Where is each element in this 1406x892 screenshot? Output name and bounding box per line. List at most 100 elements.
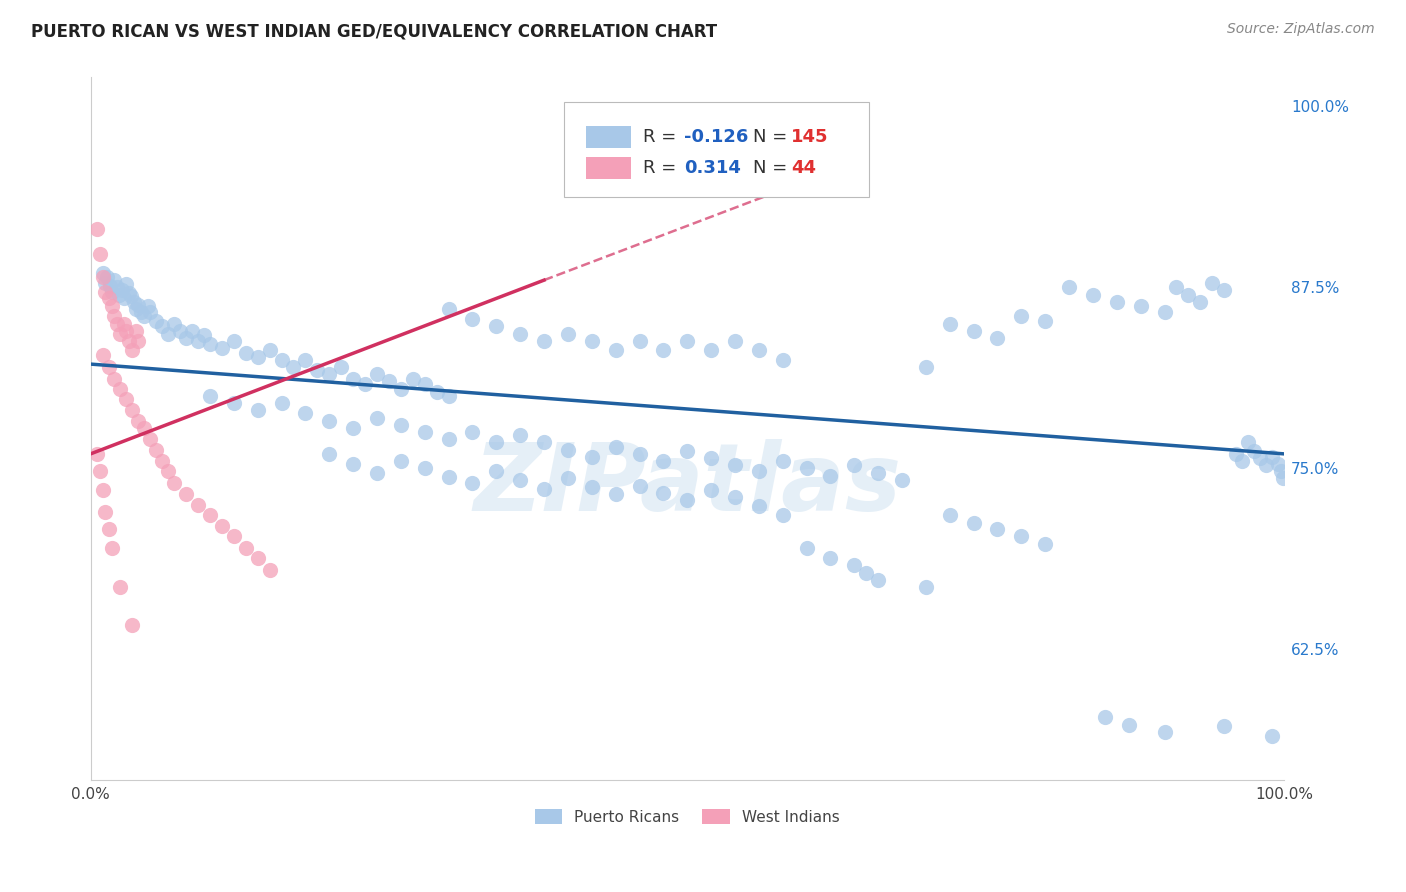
Point: [181, 324, 204, 338]
Point: [389, 454, 412, 468]
Point: [163, 475, 186, 490]
Point: [105, 280, 128, 294]
Point: [174, 487, 197, 501]
Point: [112, 317, 135, 331]
Point: [101, 541, 124, 555]
Point: [246, 350, 269, 364]
Point: [820, 551, 842, 566]
Point: [259, 563, 281, 577]
Point: [772, 454, 794, 468]
Point: [198, 336, 221, 351]
Point: [533, 435, 555, 450]
Point: [121, 403, 143, 417]
Point: [1118, 717, 1140, 731]
Point: [389, 417, 412, 432]
Point: [533, 334, 555, 348]
Point: [136, 299, 159, 313]
Point: [772, 352, 794, 367]
Point: [1105, 294, 1128, 309]
Point: [1010, 310, 1032, 324]
Point: [557, 471, 579, 485]
Text: PUERTO RICAN VS WEST INDIAN GED/EQUIVALENCY CORRELATION CHART: PUERTO RICAN VS WEST INDIAN GED/EQUIVALE…: [31, 22, 717, 40]
Point: [121, 617, 143, 632]
Point: [112, 291, 135, 305]
Point: [413, 377, 436, 392]
Point: [122, 294, 145, 309]
Point: [378, 375, 401, 389]
Point: [748, 464, 770, 478]
Point: [844, 458, 866, 473]
Point: [581, 450, 603, 464]
Point: [962, 324, 984, 338]
Point: [97, 291, 120, 305]
Point: [127, 298, 149, 312]
Point: [270, 352, 292, 367]
Point: [628, 479, 651, 493]
Point: [354, 377, 377, 392]
Point: [1225, 447, 1247, 461]
Point: [1166, 280, 1188, 294]
Point: [318, 413, 340, 427]
Point: [855, 566, 877, 580]
Point: [1213, 283, 1236, 297]
Point: [1267, 457, 1289, 471]
Point: [676, 493, 699, 508]
Point: [294, 352, 316, 367]
Point: [557, 326, 579, 341]
Point: [318, 447, 340, 461]
Point: [103, 273, 125, 287]
Point: [91, 348, 114, 362]
Point: [125, 324, 148, 338]
Point: [652, 343, 675, 357]
Point: [748, 499, 770, 513]
Point: [437, 302, 460, 317]
Point: [105, 317, 128, 331]
Point: [1189, 294, 1212, 309]
Point: [1213, 719, 1236, 733]
Point: [318, 368, 340, 382]
Point: [676, 444, 699, 458]
Point: [115, 392, 138, 406]
Point: [437, 389, 460, 403]
Point: [193, 328, 215, 343]
Point: [485, 464, 508, 478]
Text: R =: R =: [643, 159, 682, 177]
Point: [426, 384, 449, 399]
Point: [437, 470, 460, 484]
Point: [509, 326, 531, 341]
Point: [89, 464, 111, 478]
Point: [294, 406, 316, 420]
Point: [724, 458, 747, 473]
Point: [127, 334, 149, 348]
Point: [307, 363, 329, 377]
Point: [748, 343, 770, 357]
Point: [91, 266, 114, 280]
Point: [700, 451, 723, 466]
Point: [533, 482, 555, 496]
Point: [366, 466, 388, 480]
Point: [246, 551, 269, 566]
Point: [89, 247, 111, 261]
Point: [1271, 471, 1294, 485]
Point: [796, 541, 818, 555]
Point: [485, 435, 508, 450]
Point: [246, 403, 269, 417]
Point: [342, 371, 364, 385]
Point: [724, 334, 747, 348]
Point: [1010, 529, 1032, 543]
Point: [389, 382, 412, 396]
Point: [724, 491, 747, 505]
Point: [652, 454, 675, 468]
Point: [103, 310, 125, 324]
Text: 145: 145: [792, 128, 828, 146]
Point: [127, 413, 149, 427]
Point: [628, 447, 651, 461]
Point: [915, 580, 938, 594]
Point: [1153, 305, 1175, 319]
Point: [94, 276, 117, 290]
Point: [1230, 454, 1253, 468]
Point: [235, 541, 257, 555]
Point: [150, 319, 173, 334]
Point: [1254, 458, 1277, 473]
Point: [605, 487, 627, 501]
